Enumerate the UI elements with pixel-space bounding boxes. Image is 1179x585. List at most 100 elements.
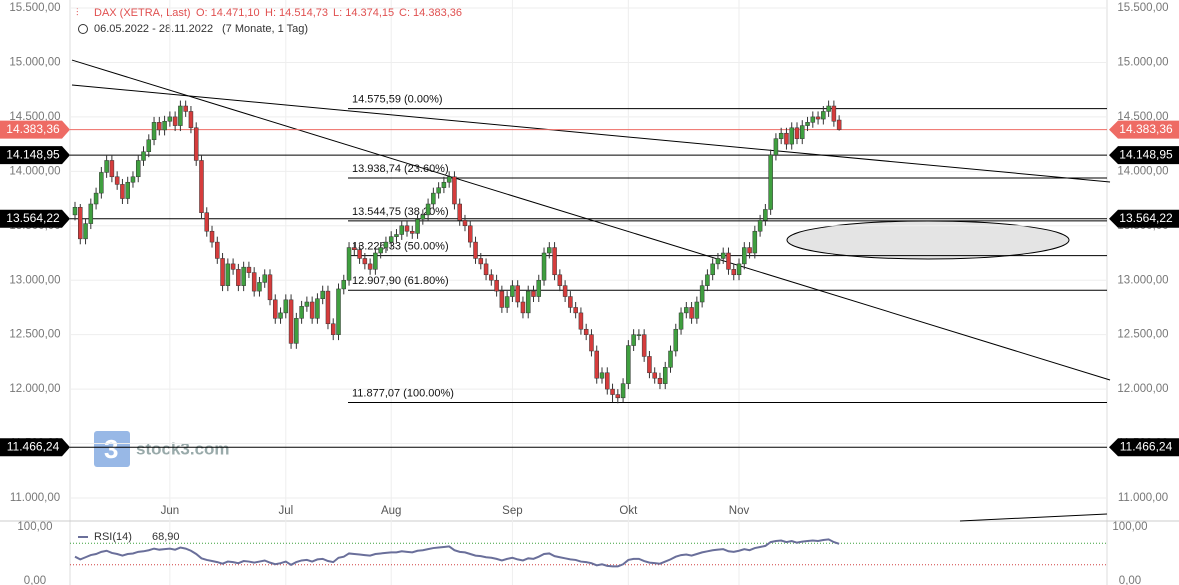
rsi-tick-label: 0,00 — [1119, 575, 1141, 585]
candle-body — [752, 230, 758, 254]
price-tag-label: 13.564,22 — [1119, 211, 1173, 225]
candle-body — [225, 263, 231, 286]
rsi-tick-label: 100,00 — [1112, 521, 1147, 533]
candle-body — [462, 220, 468, 227]
price-tag-left — [0, 209, 70, 228]
watermark-logo — [94, 431, 130, 467]
candle-body — [836, 119, 842, 130]
candle-body — [388, 236, 394, 243]
candle-body — [610, 388, 615, 395]
candle-body — [615, 394, 621, 399]
candle-body — [346, 247, 352, 281]
fib-label: 13.226,33 (50.00%) — [352, 240, 449, 252]
candle-body — [662, 367, 668, 384]
candle-body — [257, 282, 262, 292]
candle-body — [362, 258, 368, 265]
x-tick-label: Nov — [729, 505, 750, 517]
trend-line — [71, 59, 1111, 381]
candle-body — [689, 307, 694, 319]
ohlc-label: C: 14.383,36 — [399, 7, 462, 19]
candle-body — [742, 247, 747, 265]
candle-body — [183, 105, 188, 112]
y-tick-label: 15.500,00 — [1117, 2, 1168, 14]
y-tick-label-left: 15.500,00 — [9, 2, 60, 14]
chart-title: DAX (XETRA, Last) — [94, 7, 191, 19]
candle-body — [415, 218, 420, 234]
candle-body — [99, 172, 104, 194]
candle-body — [304, 301, 310, 307]
candle-body — [220, 258, 225, 286]
y-tick-label-left: 12.500,00 — [9, 329, 60, 341]
candle-body — [720, 252, 726, 259]
y-tick-label: 14.000,00 — [1117, 165, 1168, 177]
candle-body — [251, 272, 257, 292]
candle-body — [641, 334, 647, 357]
candle-body — [188, 111, 194, 129]
price-tag-label-left: 11.466,24 — [7, 439, 60, 453]
candle-body — [367, 263, 373, 270]
candle-body — [452, 176, 457, 205]
candle-body — [215, 241, 220, 259]
candle-body — [373, 252, 378, 270]
candle-body — [494, 279, 499, 292]
candle-body — [525, 290, 531, 314]
candle-body — [515, 285, 520, 303]
candle-body — [441, 181, 447, 188]
candle-body — [826, 105, 831, 112]
candle-body — [726, 252, 731, 270]
candle-body — [404, 225, 410, 232]
candle-body — [299, 306, 304, 319]
candle-body — [325, 290, 331, 325]
candle-body — [773, 138, 779, 156]
y-tick-label-left: 14.000,00 — [9, 165, 60, 177]
price-tag-label: 11.466,24 — [1120, 439, 1173, 453]
candle-body — [294, 318, 299, 344]
fib-label: 13.544,75 (38.20%) — [352, 206, 449, 218]
legend-value: 68,90 — [152, 531, 180, 543]
fib-label: 12.907,90 (61.80%) — [352, 275, 449, 287]
legend-label: RSI(14) — [94, 531, 132, 543]
price-tag-left — [0, 146, 70, 165]
candle-body — [420, 214, 426, 220]
candle-body — [694, 301, 700, 319]
drawing-line — [959, 513, 1108, 522]
candle-body — [815, 116, 821, 120]
candle-body — [383, 241, 389, 248]
candle-body — [273, 299, 278, 319]
rsi-tick-label-left: 0,00 — [24, 575, 46, 585]
y-tick-label: 14.500,00 — [1117, 111, 1168, 123]
fib-label: 14.575,59 (0.00%) — [352, 94, 443, 106]
candle-body — [705, 274, 710, 286]
candle-body — [573, 307, 578, 314]
price-tag-left — [0, 438, 70, 457]
candle-body — [652, 372, 657, 379]
x-tick-label: Aug — [381, 505, 401, 517]
ohlc-label: L: 14.374,15 — [333, 7, 394, 19]
candle-body — [747, 247, 752, 254]
candle-body — [510, 285, 515, 297]
candle-body — [594, 350, 599, 379]
candle-body — [483, 263, 489, 276]
candle-body — [230, 263, 236, 270]
candle-body — [473, 241, 478, 259]
candle-body — [631, 334, 636, 346]
candle-body — [657, 377, 663, 384]
candle-body — [531, 290, 536, 297]
candle-body — [104, 160, 109, 173]
candle-body — [626, 345, 631, 384]
candle-body — [288, 299, 294, 344]
candle-body — [810, 116, 816, 123]
x-tick-label: Okt — [619, 505, 638, 517]
candle-body — [357, 249, 362, 259]
y-tick-label-left: 15.000,00 — [9, 56, 60, 68]
price-tag-label: 14.148,95 — [1119, 147, 1173, 161]
candle-body — [341, 279, 347, 290]
candle-body — [552, 247, 557, 276]
candle-body — [468, 225, 473, 243]
candle-body — [336, 288, 341, 335]
candle-body — [678, 312, 684, 330]
candle-body — [241, 266, 246, 286]
candle-body — [547, 247, 552, 254]
candle-body — [805, 122, 810, 126]
